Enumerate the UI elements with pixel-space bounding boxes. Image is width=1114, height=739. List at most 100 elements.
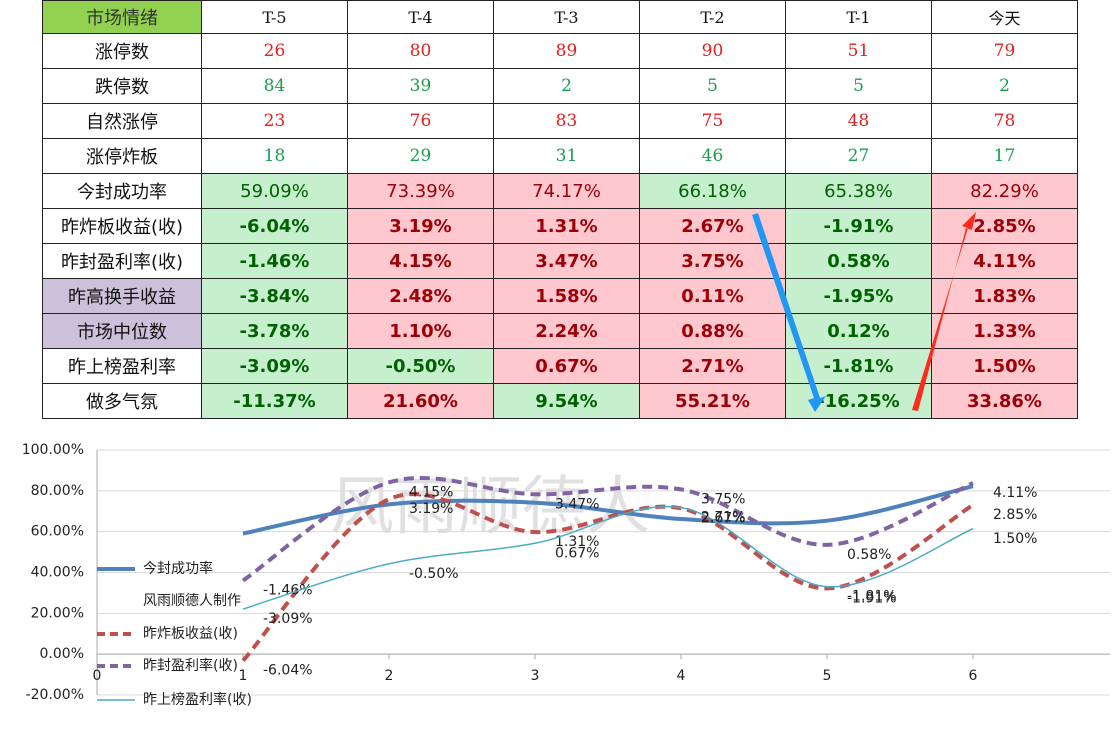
value-cell: -6.04% (202, 209, 348, 244)
value-cell: 65.38% (786, 174, 932, 209)
data-label: 2.67% (701, 510, 745, 526)
row-label: 涨停数 (42, 34, 202, 69)
value-cell: 1.10% (348, 314, 494, 349)
x-tick-label: 2 (385, 668, 394, 684)
value-cell: 84 (202, 69, 348, 104)
row-label: 涨停炸板 (42, 139, 202, 174)
value-cell: 3.47% (494, 244, 640, 279)
value-cell: 1.31% (494, 209, 640, 244)
y-tick-label: 100.00% (22, 442, 84, 458)
x-tick-label: 3 (531, 668, 540, 684)
header-cell: T-4 (348, 0, 494, 34)
row-label: 昨高换手收益 (42, 279, 202, 314)
data-label: -3.09% (263, 611, 313, 627)
header-cell: T-2 (640, 0, 786, 34)
value-cell: 4.11% (932, 244, 1078, 279)
data-label: 4.15% (409, 484, 453, 500)
value-cell: -1.91% (786, 209, 932, 244)
value-cell: 2 (494, 69, 640, 104)
data-label: 4.11% (993, 485, 1037, 501)
value-cell: 5 (640, 69, 786, 104)
row-label: 市场中位数 (42, 314, 202, 349)
value-cell: 33.86% (932, 384, 1078, 419)
data-label: -0.50% (409, 566, 459, 582)
value-cell: 29 (348, 139, 494, 174)
row-label: 昨上榜盈利率 (42, 349, 202, 384)
value-cell: 59.09% (202, 174, 348, 209)
data-label: 3.75% (701, 491, 745, 507)
value-cell: 23 (202, 104, 348, 139)
legend-label: 昨封盈利率(收) (143, 657, 238, 674)
data-label: 1.31% (555, 534, 599, 550)
row-label: 昨封盈利率(收) (42, 244, 202, 279)
value-cell: 0.58% (786, 244, 932, 279)
value-cell: 83 (494, 104, 640, 139)
x-tick-label: 4 (677, 668, 686, 684)
value-cell: 82.29% (932, 174, 1078, 209)
value-cell: 79 (932, 34, 1078, 69)
legend-label: 昨炸板收益(收) (143, 626, 238, 642)
value-cell: 73.39% (348, 174, 494, 209)
value-cell: 1.83% (932, 279, 1078, 314)
legend-note: 风雨顺德人制作 (143, 593, 241, 609)
header-cell: T-5 (202, 0, 348, 34)
value-cell: 0.12% (786, 314, 932, 349)
header-cell: 今天 (932, 0, 1078, 34)
value-cell: 3.19% (348, 209, 494, 244)
y-tick-label: -20.00% (26, 687, 84, 703)
data-label: -1.46% (263, 583, 313, 599)
value-cell: -0.50% (348, 349, 494, 384)
data-label: 0.67% (555, 545, 599, 561)
data-label: 2.85% (993, 507, 1037, 523)
y-tick-label: 40.00% (31, 565, 84, 581)
data-label: -1.81% (847, 589, 897, 605)
value-cell: 2.48% (348, 279, 494, 314)
value-cell: 1.33% (932, 314, 1078, 349)
series-line (242, 505, 974, 610)
value-cell: 74.17% (494, 174, 640, 209)
x-tick-label: 5 (823, 668, 832, 684)
value-cell: 27 (786, 139, 932, 174)
value-cell: -11.37% (202, 384, 348, 419)
value-cell: 2.85% (932, 209, 1078, 244)
value-cell: 0.11% (640, 279, 786, 314)
value-cell: 48 (786, 104, 932, 139)
data-label: 1.50% (993, 531, 1037, 547)
y-tick-label: 80.00% (31, 483, 84, 499)
legend-label: 今封成功率 (143, 560, 213, 577)
value-cell: 55.21% (640, 384, 786, 419)
value-cell: 21.60% (348, 384, 494, 419)
row-label: 做多气氛 (42, 384, 202, 419)
data-label: -6.04% (263, 663, 313, 679)
value-cell: -3.78% (202, 314, 348, 349)
data-label: 3.19% (409, 501, 453, 517)
value-cell: -1.46% (202, 244, 348, 279)
value-cell: 51 (786, 34, 932, 69)
legend-label: 昨上榜盈利率(收) (143, 691, 252, 708)
value-cell: 26 (202, 34, 348, 69)
value-cell: -16.25% (786, 384, 932, 419)
value-cell: 90 (640, 34, 786, 69)
value-cell: 66.18% (640, 174, 786, 209)
value-cell: 17 (932, 139, 1078, 174)
value-cell: 1.58% (494, 279, 640, 314)
header-cell: 市场情绪 (42, 0, 202, 34)
y-tick-label: 0.00% (40, 646, 84, 662)
header-cell: T-3 (494, 0, 640, 34)
value-cell: 78 (932, 104, 1078, 139)
value-cell: 0.67% (494, 349, 640, 384)
value-cell: 18 (202, 139, 348, 174)
value-cell: 80 (348, 34, 494, 69)
row-label: 今封成功率 (42, 174, 202, 209)
data-label: 3.47% (555, 496, 599, 512)
value-cell: 75 (640, 104, 786, 139)
data-label: -1.91% (847, 590, 897, 606)
chart: 风雨顺德人-20.00%0.00%20.00%40.00%60.00%80.00… (22, 442, 1110, 708)
value-cell: 3.75% (640, 244, 786, 279)
value-cell: -3.09% (202, 349, 348, 384)
value-cell: 2.71% (640, 349, 786, 384)
value-cell: 5 (786, 69, 932, 104)
value-cell: 39 (348, 69, 494, 104)
value-cell: -1.81% (786, 349, 932, 384)
